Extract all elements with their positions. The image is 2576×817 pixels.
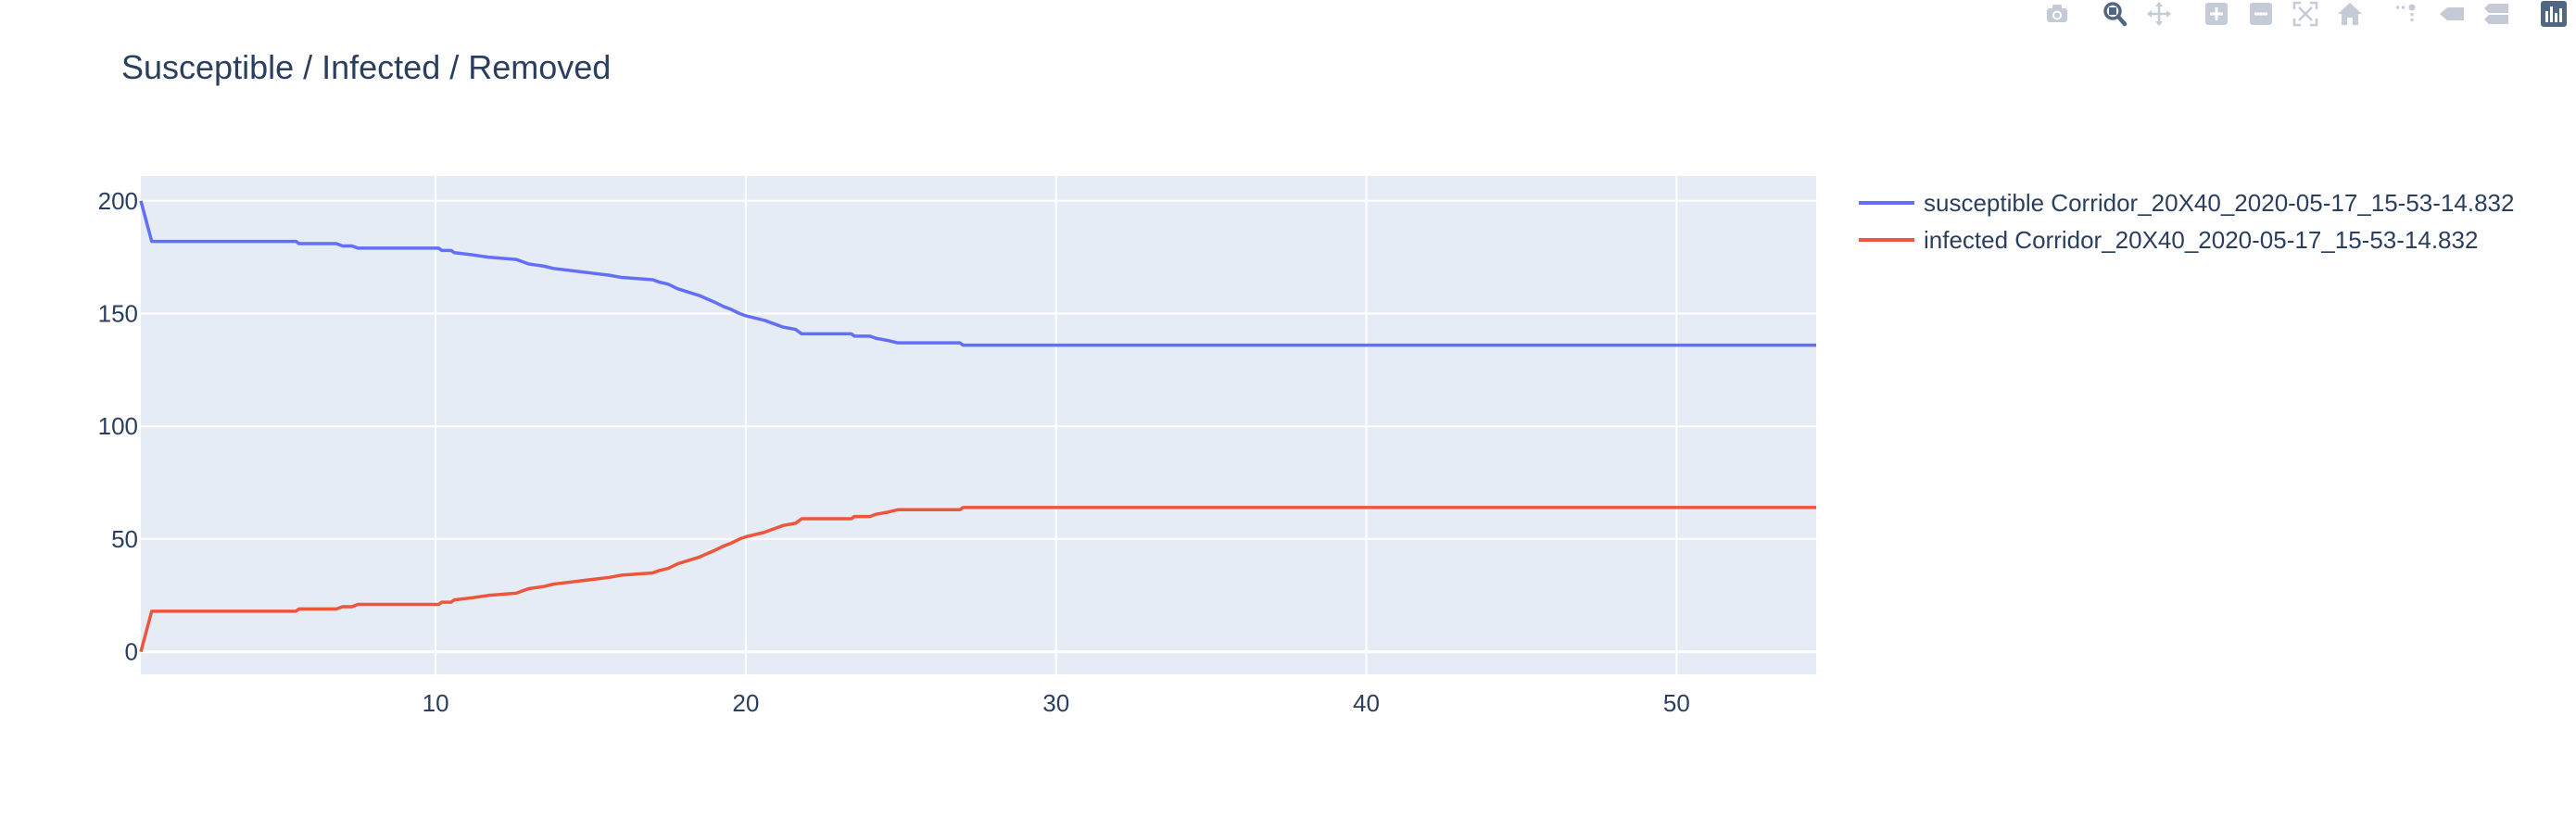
x-tick-label: 40: [1353, 689, 1380, 717]
pan-icon[interactable]: [2137, 0, 2181, 28]
series-line-susceptible: [139, 200, 1816, 347]
y-tick-label: 200: [98, 187, 138, 215]
hover-compare-icon[interactable]: [2474, 0, 2519, 28]
zoom-icon[interactable]: [2092, 0, 2137, 28]
y-tick-label: 100: [98, 412, 138, 440]
reset-axes-icon[interactable]: [2328, 0, 2372, 28]
plotly-logo-icon[interactable]: [2532, 0, 2576, 28]
plot-background: [141, 176, 1816, 674]
grid: [141, 176, 1816, 674]
legend-label: infected Corridor_20X40_2020-05-17_15-53…: [1924, 226, 2478, 254]
legend-item[interactable]: susceptible Corridor_20X40_2020-05-17_15…: [1859, 189, 2514, 217]
x-tick-label: 50: [1663, 689, 1690, 717]
series-line-infected: [139, 506, 1816, 653]
hover-closest-icon[interactable]: [2430, 0, 2474, 28]
y-tick-label: 0: [125, 638, 138, 666]
y-tick-label: 150: [98, 299, 138, 327]
autoscale-icon[interactable]: [2283, 0, 2328, 28]
zoom-out-icon[interactable]: [2239, 0, 2283, 28]
spike-lines-icon[interactable]: [2385, 0, 2430, 28]
x-tick-label: 10: [423, 689, 449, 717]
x-tick-label: 20: [732, 689, 759, 717]
camera-icon[interactable]: [2035, 0, 2079, 28]
tick-labels: 10 20 30 40 50 0 50 100 150 200: [98, 187, 1690, 717]
legend-item[interactable]: infected Corridor_20X40_2020-05-17_15-53…: [1859, 226, 2478, 254]
zoom-in-icon[interactable]: [2194, 0, 2239, 28]
series-lines: [139, 200, 1816, 653]
chart-title: Susceptible / Infected / Removed: [121, 48, 612, 86]
legend[interactable]: susceptible Corridor_20X40_2020-05-17_15…: [1859, 189, 2514, 254]
legend-label: susceptible Corridor_20X40_2020-05-17_15…: [1924, 189, 2514, 217]
x-tick-label: 30: [1042, 689, 1069, 717]
modebar: [2035, 0, 2576, 28]
y-tick-label: 50: [111, 525, 138, 553]
